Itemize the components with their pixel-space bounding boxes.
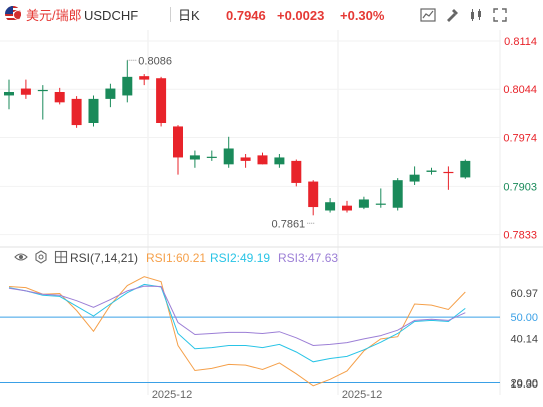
candle-up xyxy=(460,160,471,178)
low-annotation: 0.7861 xyxy=(272,218,306,230)
rsi3-line xyxy=(8,285,466,347)
rsi-name-label[interactable]: RSI(7,14,21) xyxy=(70,251,139,265)
candle-up xyxy=(426,170,437,172)
price-axis-label: 0.8044 xyxy=(503,84,537,96)
last-price: 0.7946 xyxy=(226,8,266,23)
candle-up xyxy=(375,203,386,205)
rsi1-value: RSI1:60.21 xyxy=(146,251,207,265)
price-axis-label: 0.7833 xyxy=(503,230,537,242)
rsi-axis-label: 50.00 xyxy=(510,312,538,324)
candle-up xyxy=(206,156,217,158)
candle-up xyxy=(189,155,200,160)
time-axis-label: 2025-12 xyxy=(152,389,192,401)
pair-name-cn[interactable]: 美元/瑞郎 xyxy=(26,8,82,23)
candle-up xyxy=(274,157,285,165)
expand-icon[interactable] xyxy=(492,7,508,23)
candle-down xyxy=(342,205,352,211)
usd-chf-flag-icon xyxy=(5,6,21,22)
chart-header: 美元/瑞郎 USDCHF 日K 0.7946 +0.0023 +0.30% xyxy=(0,0,543,30)
rsi-axis-label: 40.14 xyxy=(510,334,538,346)
chart-type-icon[interactable] xyxy=(468,7,484,23)
candle-up xyxy=(105,88,116,99)
pair-code: USDCHF xyxy=(84,8,139,23)
rsi-indicator-bar: RSI(7,14,21) RSI1:60.21 RSI2:49.19 RSI3:… xyxy=(0,248,543,266)
candle-up xyxy=(392,180,403,208)
candlestick-chart[interactable]: 0.8086 0.7861 0.8114 0.8044 0.7974 0.7903 0.7… xyxy=(0,30,543,407)
candle-up xyxy=(325,202,336,211)
settings-icon[interactable] xyxy=(34,250,48,264)
high-annotation: 0.8086 xyxy=(138,55,172,67)
header-divider xyxy=(170,7,171,22)
eye-icon[interactable] xyxy=(14,250,28,264)
rsi-axis-label: 19.30 xyxy=(510,379,538,391)
candle-down xyxy=(20,88,31,95)
period-selector[interactable]: 日K xyxy=(178,8,200,23)
candle-down xyxy=(54,92,65,103)
price-axis-label: 0.7974 xyxy=(503,132,537,144)
candle-down xyxy=(71,98,82,126)
candle-up xyxy=(37,89,48,92)
price-axis-label: 0.8114 xyxy=(504,36,537,48)
candle-down xyxy=(139,76,150,80)
candle-up xyxy=(88,98,99,123)
candle-up xyxy=(4,92,14,96)
candle-down xyxy=(173,126,183,158)
rsi-axis-label: 20.00 xyxy=(510,378,538,390)
rsi3-value: RSI3:47.63 xyxy=(278,251,339,265)
price-axis-label: 0.7903 xyxy=(503,181,537,193)
candle-up xyxy=(223,148,234,165)
time-axis-label: 2025-12 xyxy=(342,389,382,401)
candle-up xyxy=(122,76,133,96)
tools-icon[interactable] xyxy=(444,7,460,23)
candle-down xyxy=(308,181,319,208)
rsi2-value: RSI2:49.19 xyxy=(210,251,271,265)
rsi2-line xyxy=(8,283,466,363)
candle-style-icon[interactable] xyxy=(420,7,436,23)
rsi-axis-label: 60.97 xyxy=(510,288,538,300)
price-change: +0.0023 xyxy=(277,8,325,23)
rsi1-line xyxy=(8,276,466,387)
candle-up xyxy=(409,174,420,182)
price-change-percent: +0.30% xyxy=(340,8,385,23)
candle-down xyxy=(257,155,268,165)
candle-down xyxy=(443,171,454,174)
candle-down xyxy=(240,157,251,161)
candle-up xyxy=(358,199,369,208)
candle-down xyxy=(156,78,167,123)
indicator-grid-icon[interactable] xyxy=(54,250,68,264)
candle-down xyxy=(291,160,302,183)
